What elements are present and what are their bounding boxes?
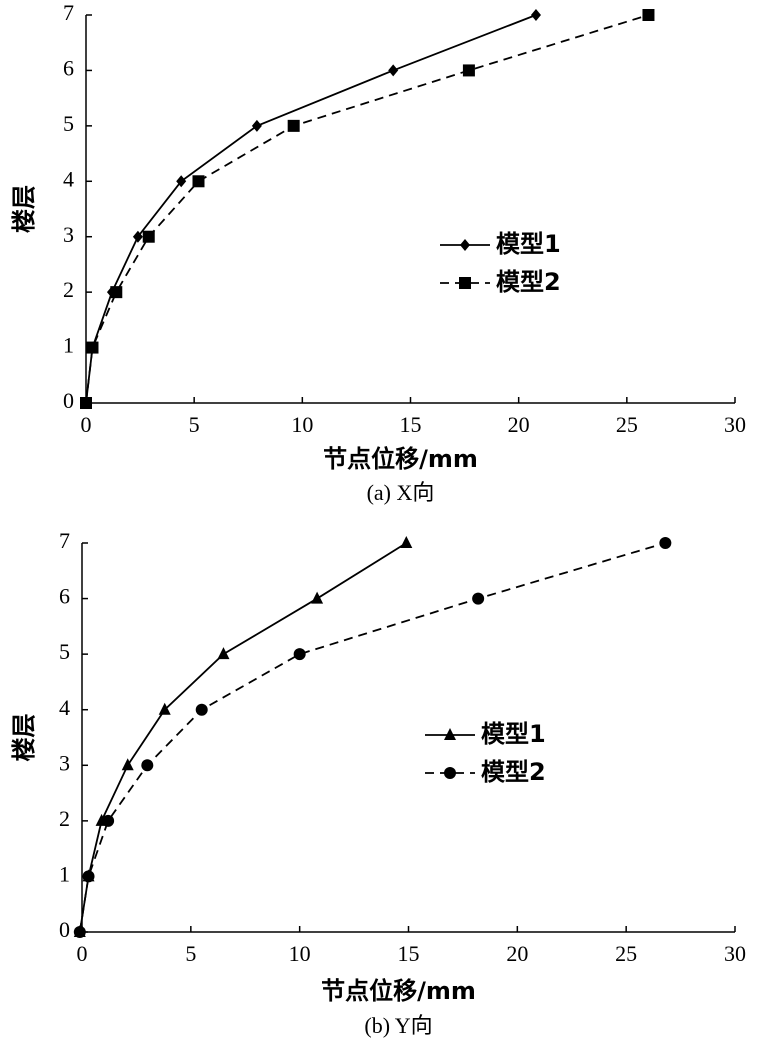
y-tick-label: 4	[63, 166, 74, 191]
marker	[472, 592, 485, 605]
y-tick-label: 6	[63, 55, 74, 80]
y-tick-label: 5	[59, 639, 70, 664]
marker	[388, 64, 399, 77]
y-tick-label: 2	[63, 277, 74, 302]
caption: (b) Y向	[364, 1013, 432, 1038]
marker	[459, 277, 471, 289]
marker	[110, 286, 123, 299]
marker	[142, 230, 155, 243]
caption: (a) X向	[367, 480, 435, 505]
x-tick-label: 20	[508, 412, 530, 437]
legend-label: 模型2	[481, 758, 546, 786]
x-tick-label: 10	[291, 412, 313, 437]
marker	[311, 591, 324, 604]
x-tick-label: 25	[616, 412, 638, 437]
y-tick-label: 1	[63, 333, 74, 358]
series-line	[78, 542, 666, 933]
marker	[195, 703, 208, 716]
marker	[444, 728, 456, 740]
marker	[400, 536, 413, 548]
marker	[121, 758, 134, 771]
marker	[82, 870, 95, 883]
marker	[102, 814, 115, 827]
marker	[659, 537, 672, 549]
marker	[460, 239, 470, 251]
legend-label: 模型1	[496, 230, 561, 258]
series-line	[85, 14, 649, 404]
marker	[287, 119, 300, 132]
x-tick-label: 25	[615, 941, 637, 966]
x-tick-label: 30	[724, 412, 746, 437]
y-tick-label: 7	[63, 0, 74, 25]
x-tick-label: 15	[398, 941, 420, 966]
legend-label: 模型1	[481, 720, 546, 748]
y-tick-label: 0	[59, 917, 70, 942]
x-tick-label: 15	[400, 412, 422, 437]
marker	[86, 341, 99, 354]
y-tick-label: 7	[59, 528, 70, 553]
marker	[192, 175, 205, 188]
x-tick-label: 20	[506, 941, 528, 966]
marker	[462, 64, 475, 77]
marker	[444, 767, 456, 779]
y-tick-label: 5	[63, 111, 74, 136]
y-tick-label: 0	[63, 388, 74, 413]
x-tick-label: 30	[724, 941, 746, 966]
y-axis-label: 楼层	[10, 714, 38, 762]
marker	[80, 397, 92, 409]
x-tick-label: 5	[185, 941, 196, 966]
x-axis-label: 节点位移/mm	[321, 977, 476, 1005]
marker	[251, 119, 262, 132]
marker	[141, 759, 154, 772]
marker	[176, 175, 187, 188]
marker	[530, 9, 541, 21]
y-tick-label: 3	[59, 750, 70, 775]
legend-label: 模型2	[496, 268, 561, 296]
y-tick-label: 6	[59, 584, 70, 609]
x-tick-label: 0	[81, 412, 92, 437]
y-tick-label: 2	[59, 806, 70, 831]
x-tick-label: 10	[289, 941, 311, 966]
y-axis-label: 楼层	[10, 185, 38, 233]
y-tick-label: 4	[59, 695, 70, 720]
marker	[217, 647, 230, 660]
x-tick-label: 0	[77, 941, 88, 966]
marker	[73, 926, 86, 938]
marker	[132, 230, 143, 243]
series-line	[78, 542, 407, 933]
y-tick-label: 1	[59, 861, 70, 886]
marker	[293, 648, 306, 661]
y-tick-label: 3	[63, 222, 74, 247]
x-tick-label: 5	[189, 412, 200, 437]
marker	[158, 702, 171, 715]
x-axis-label: 节点位移/mm	[323, 445, 478, 473]
marker	[642, 9, 655, 21]
